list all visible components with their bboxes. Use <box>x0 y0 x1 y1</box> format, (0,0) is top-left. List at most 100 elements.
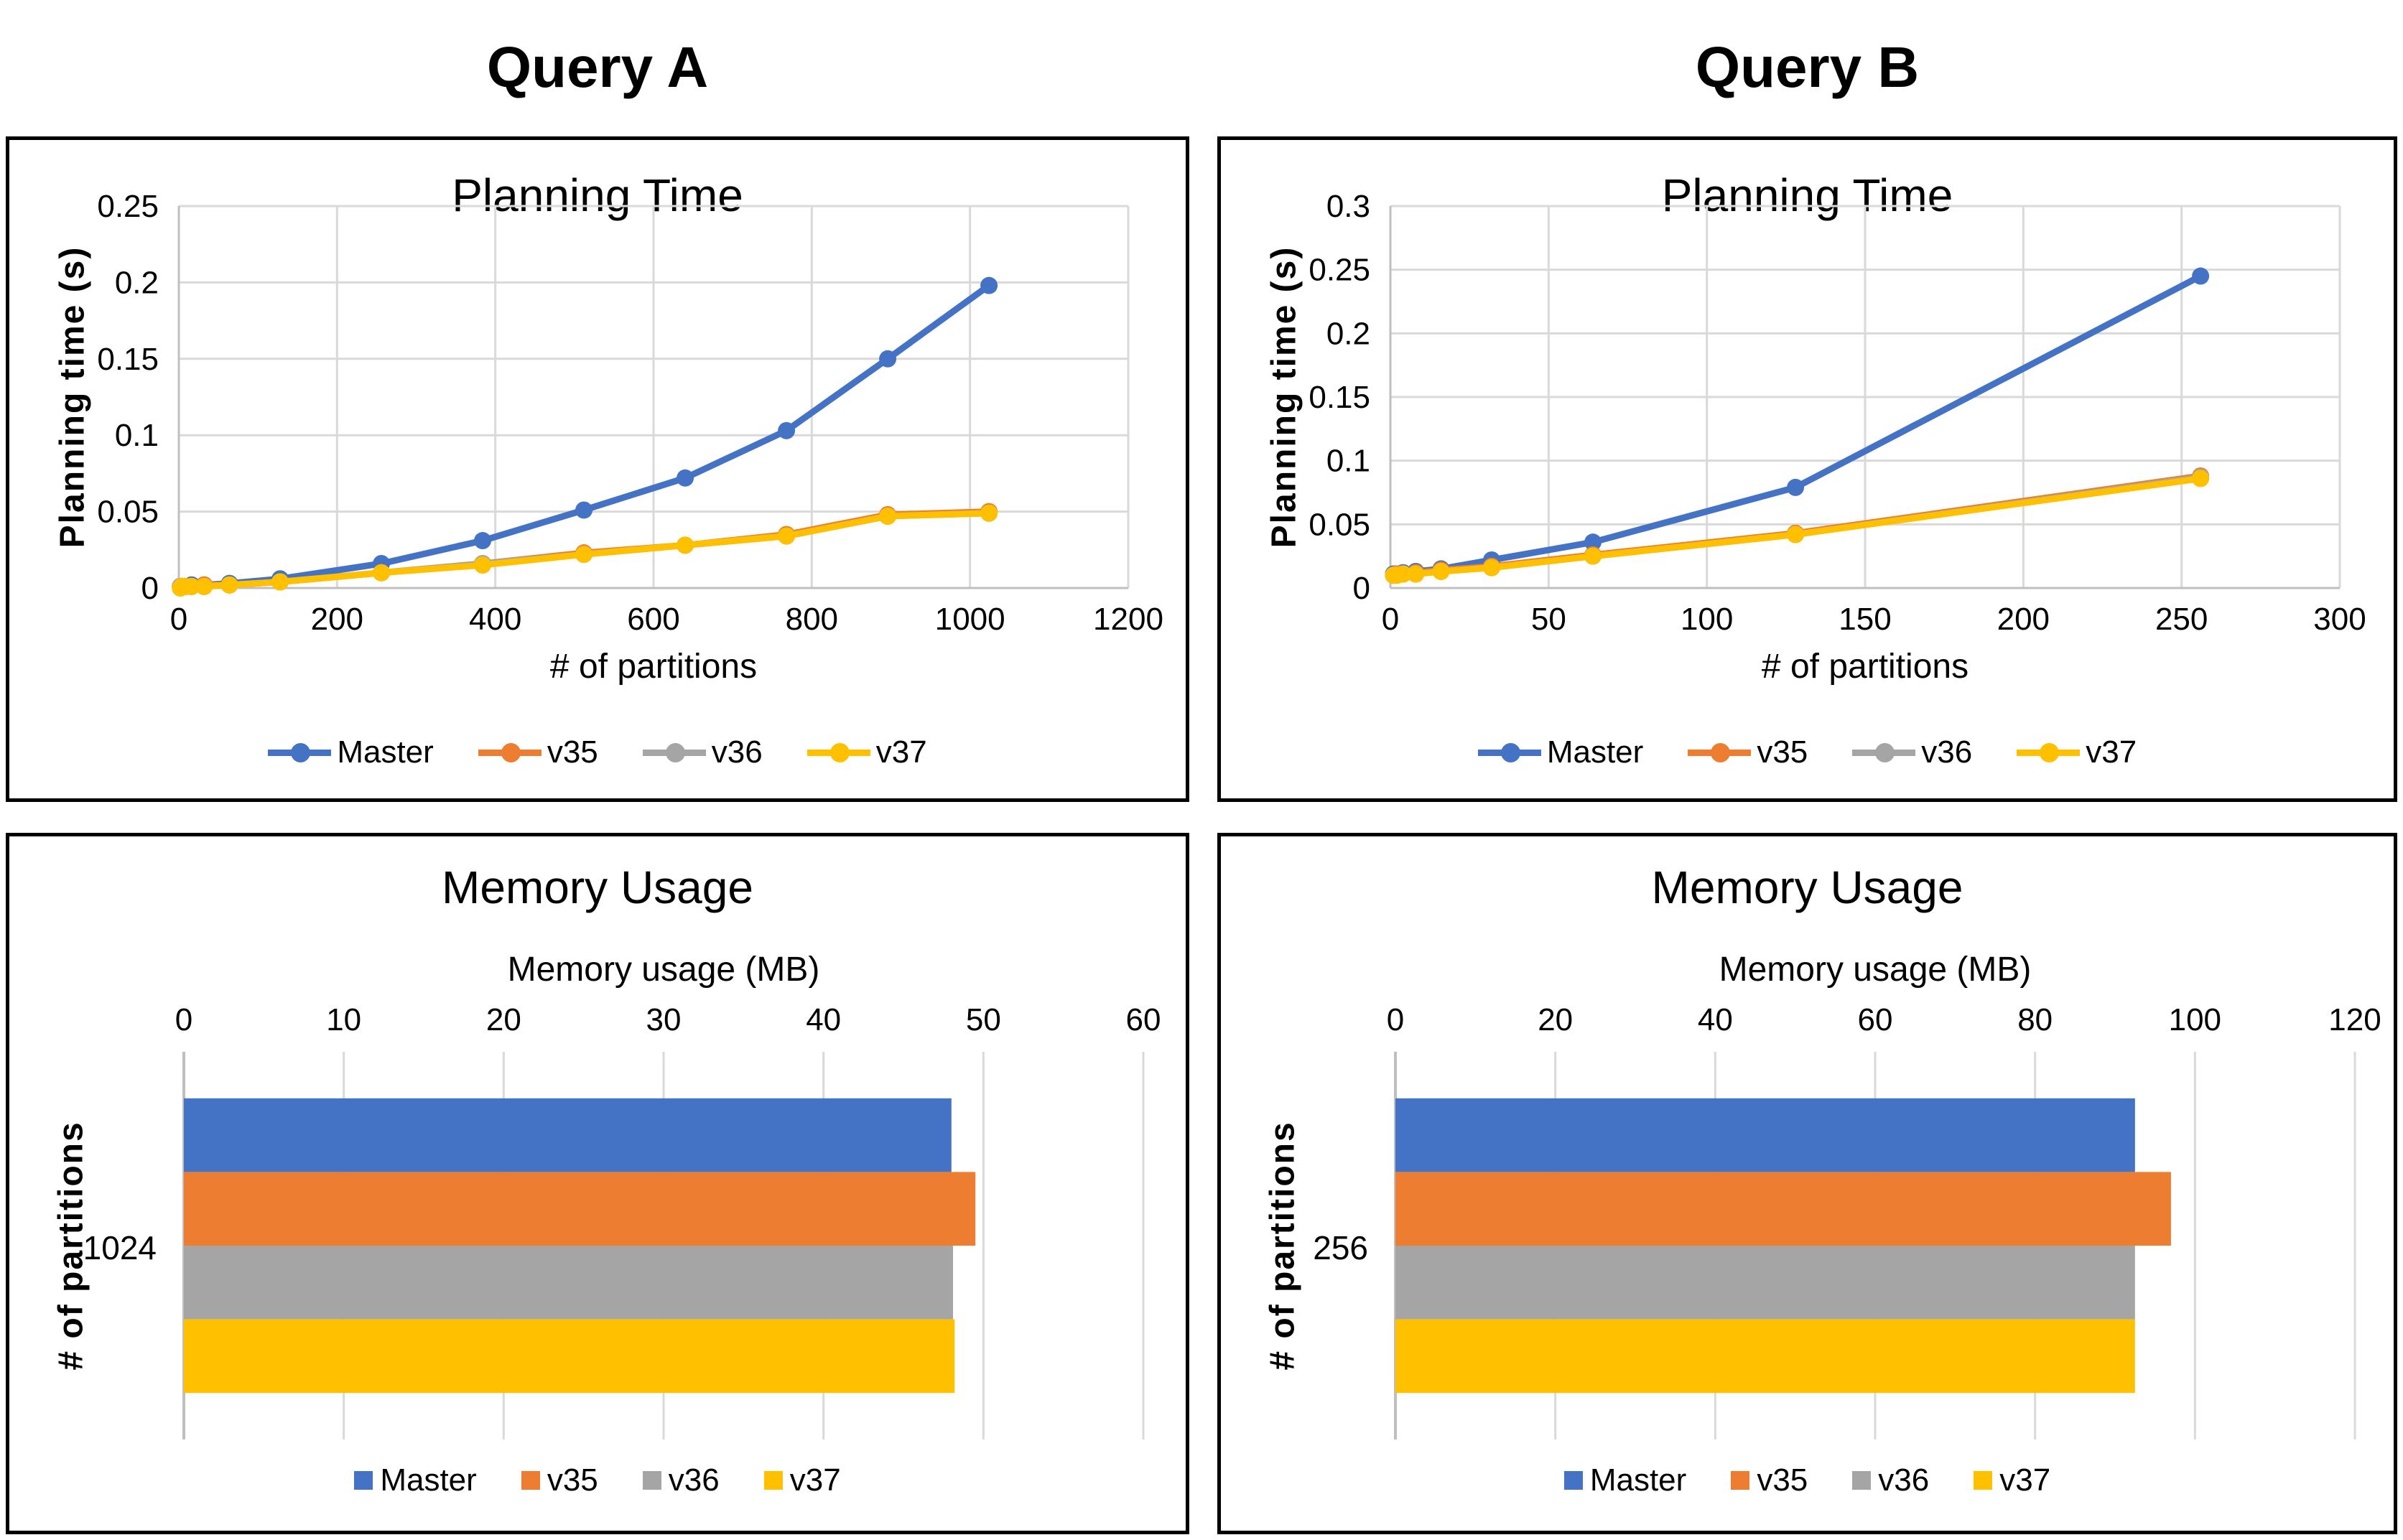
x-tick-label: 30 <box>646 1002 682 1037</box>
data-marker-master <box>778 421 796 439</box>
x-tick-label: 600 <box>627 602 679 637</box>
data-marker-v37 <box>1584 547 1602 565</box>
legend-line-marker-icon <box>642 742 706 763</box>
bar-v36 <box>184 1246 954 1320</box>
data-marker-master <box>474 532 492 550</box>
legend: Master v35 v36 v37 <box>1221 734 2394 770</box>
data-marker-master <box>2192 267 2210 285</box>
legend-line-marker-icon <box>1852 742 1916 763</box>
x-axis-title: Memory usage (MB) <box>1719 951 2032 989</box>
bar-v35 <box>184 1172 976 1246</box>
y-tick-label: 0.15 <box>1309 380 1370 415</box>
legend-label: Master <box>337 734 434 770</box>
legend-label: v35 <box>547 734 598 770</box>
plot-area: 0 50 100 150 200 250 300 0 0.05 0.1 0.15 0.2 0.25 0.3 <box>1309 189 2366 637</box>
x-tick-label: 60 <box>1858 1002 1893 1037</box>
x-tick-label: 0 <box>170 602 187 637</box>
data-marker-v37 <box>1432 562 1450 580</box>
x-tick-label: 100 <box>1681 602 1733 637</box>
legend-line-marker-icon <box>268 742 332 763</box>
query-a-memory-chart: Memory Usage Memory usage (MB) # of part… <box>6 833 1189 1534</box>
data-marker-master <box>575 501 593 519</box>
data-marker-v37 <box>195 577 213 595</box>
data-marker-v37 <box>1394 565 1412 583</box>
y-tick-label: 0.3 <box>1326 189 1370 224</box>
line-plot-svg: 0 50 100 150 200 250 300 0 0.05 0.1 0.15 0.2 0.25 0.3 <box>1309 189 2366 637</box>
legend-label: v37 <box>789 1462 841 1498</box>
query-b-memory-chart: Memory Usage Memory usage (MB) # of part… <box>1217 833 2397 1534</box>
data-marker-v37 <box>2192 470 2210 487</box>
legend-item-v35: v35 <box>1688 734 1808 770</box>
legend-item-v35: v35 <box>1731 1462 1808 1498</box>
legend-square-swatch-icon <box>354 1471 373 1490</box>
data-marker-master <box>980 276 998 294</box>
x-axis-title: # of partitions <box>1761 648 1969 686</box>
legend-item-master: Master <box>268 734 434 770</box>
x-tick-label: 200 <box>311 602 363 637</box>
plot-area: 0 10 20 30 40 50 60 <box>175 1002 1161 1439</box>
legend-label: Master <box>1546 734 1644 770</box>
legend-item-v37: v37 <box>2017 734 2137 770</box>
y-tick-label: 0.05 <box>1309 507 1370 542</box>
category-label: 256 <box>1313 1229 1368 1266</box>
data-marker-v37 <box>980 504 998 522</box>
y-tick-label: 0.25 <box>97 189 159 224</box>
legend-label: v37 <box>2086 734 2137 770</box>
legend-item-master: Master <box>1563 1462 1687 1498</box>
legend-line-marker-icon <box>807 742 870 763</box>
x-tick-label: 20 <box>1538 1002 1573 1037</box>
bar-plot-svg: 0 20 40 60 80 100 120 <box>1387 1002 2381 1439</box>
x-tick-label: 400 <box>469 602 521 637</box>
legend-item-v36: v36 <box>642 734 763 770</box>
y-axis-title: Planning time (s) <box>1265 246 1303 549</box>
data-marker-v37 <box>575 546 593 564</box>
legend-label: Master <box>1589 1462 1687 1498</box>
y-tick-label: 0.1 <box>115 418 159 453</box>
bar-master <box>184 1098 952 1172</box>
data-marker-master <box>879 350 897 368</box>
x-axis-title: # of partitions <box>549 648 758 686</box>
legend: Master v35 v36 v37 <box>1221 1462 2394 1498</box>
category-label: 1024 <box>83 1229 157 1266</box>
data-marker-v37 <box>271 573 289 591</box>
chart-title: Planning Time <box>1661 169 1953 221</box>
legend-square-swatch-icon <box>1563 1471 1583 1490</box>
legend-square-swatch-icon <box>1852 1471 1872 1490</box>
legend: Master v35 v36 v37 <box>9 1462 1186 1498</box>
x-tick-label: 80 <box>2017 1002 2053 1037</box>
legend-label: Master <box>380 1462 477 1498</box>
legend-label: v35 <box>547 1462 598 1498</box>
legend-item-v37: v37 <box>1974 1462 2050 1498</box>
data-marker-v37 <box>220 576 238 594</box>
x-tick-label: 200 <box>1997 602 2050 637</box>
x-tick-label: 0 <box>175 1002 192 1037</box>
bar-v37 <box>1395 1319 2135 1394</box>
x-tick-label: 60 <box>1126 1002 1161 1037</box>
legend-label: v35 <box>1757 734 1808 770</box>
query-b-planning-chart: Planning Time Planning time (s) 0 50 100 15… <box>1217 136 2397 802</box>
legend-item-v36: v36 <box>1852 734 1972 770</box>
legend-item-v36: v36 <box>642 1462 720 1498</box>
legend-square-swatch-icon <box>1974 1471 1993 1490</box>
data-marker-v37 <box>677 536 694 554</box>
data-marker-v37 <box>1483 559 1501 577</box>
legend-label: v36 <box>711 734 763 770</box>
x-tick-label: 800 <box>786 602 838 637</box>
bar-master <box>1395 1098 2135 1172</box>
x-tick-label: 0 <box>1387 1002 1404 1037</box>
y-tick-label: 0 <box>1353 571 1370 606</box>
legend-label: v37 <box>875 734 927 770</box>
x-tick-label: 0 <box>1382 602 1399 637</box>
data-marker-master <box>677 469 694 487</box>
legend-item-v37: v37 <box>807 734 927 770</box>
bar-v37 <box>184 1319 955 1394</box>
chart-title: Planning Time <box>452 169 743 221</box>
query-a-header: Query A <box>486 35 709 99</box>
chart-title: Memory Usage <box>442 862 753 913</box>
x-tick-label: 10 <box>326 1002 361 1037</box>
x-tick-label: 1200 <box>1093 602 1163 637</box>
data-marker-v37 <box>1787 526 1805 543</box>
x-tick-label: 1000 <box>935 602 1005 637</box>
y-tick-label: 0.25 <box>1309 253 1370 288</box>
query-a-planning-chart: Planning Time Planning time (s) 0 200 400 6… <box>6 136 1189 802</box>
